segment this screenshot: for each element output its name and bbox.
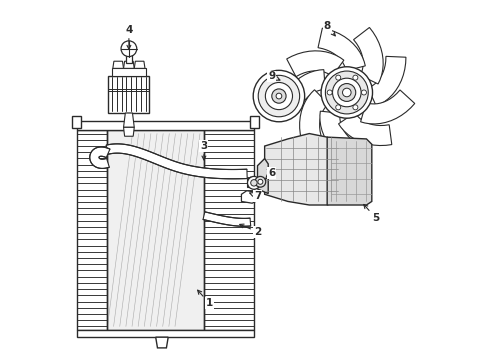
- Polygon shape: [318, 28, 366, 71]
- Polygon shape: [108, 76, 149, 113]
- Polygon shape: [287, 51, 344, 77]
- Polygon shape: [77, 121, 254, 130]
- Circle shape: [121, 41, 137, 57]
- Circle shape: [325, 71, 368, 114]
- Circle shape: [353, 75, 358, 80]
- Circle shape: [336, 105, 341, 110]
- Circle shape: [362, 90, 367, 95]
- Polygon shape: [327, 137, 372, 205]
- Text: 2: 2: [240, 224, 261, 237]
- Circle shape: [272, 89, 286, 103]
- Circle shape: [255, 176, 266, 187]
- Polygon shape: [126, 54, 132, 63]
- Circle shape: [247, 176, 260, 189]
- Circle shape: [353, 105, 358, 110]
- Text: 6: 6: [265, 168, 275, 179]
- Circle shape: [343, 88, 351, 97]
- Circle shape: [266, 82, 293, 110]
- Circle shape: [336, 75, 341, 80]
- Polygon shape: [77, 330, 254, 337]
- Polygon shape: [106, 144, 247, 179]
- Text: 3: 3: [200, 141, 208, 160]
- Polygon shape: [339, 113, 392, 145]
- Polygon shape: [242, 191, 259, 203]
- Polygon shape: [203, 212, 251, 226]
- Text: 1: 1: [197, 290, 213, 308]
- Circle shape: [258, 179, 263, 184]
- Polygon shape: [354, 27, 383, 84]
- Polygon shape: [123, 113, 134, 127]
- Circle shape: [251, 180, 257, 186]
- Text: 5: 5: [364, 204, 379, 222]
- Polygon shape: [123, 127, 134, 136]
- Polygon shape: [72, 116, 81, 128]
- Circle shape: [327, 90, 332, 95]
- Polygon shape: [300, 90, 328, 146]
- Polygon shape: [113, 61, 123, 68]
- Polygon shape: [250, 177, 261, 185]
- Text: 8: 8: [323, 21, 335, 36]
- Circle shape: [276, 93, 282, 99]
- Circle shape: [338, 84, 356, 102]
- Circle shape: [333, 78, 361, 107]
- Polygon shape: [279, 69, 325, 113]
- Polygon shape: [265, 134, 338, 205]
- Polygon shape: [361, 90, 415, 124]
- Polygon shape: [90, 147, 110, 168]
- Polygon shape: [320, 111, 359, 161]
- Text: 7: 7: [250, 191, 261, 201]
- Polygon shape: [134, 61, 145, 68]
- Polygon shape: [156, 337, 168, 348]
- Polygon shape: [258, 158, 268, 194]
- Polygon shape: [247, 178, 250, 187]
- Polygon shape: [368, 57, 406, 106]
- Polygon shape: [112, 68, 146, 76]
- Polygon shape: [123, 61, 134, 68]
- Polygon shape: [107, 130, 204, 330]
- Circle shape: [258, 75, 300, 117]
- Polygon shape: [250, 116, 259, 128]
- Text: 4: 4: [125, 25, 133, 49]
- Circle shape: [253, 70, 305, 122]
- Text: 9: 9: [268, 71, 280, 81]
- Circle shape: [321, 67, 372, 118]
